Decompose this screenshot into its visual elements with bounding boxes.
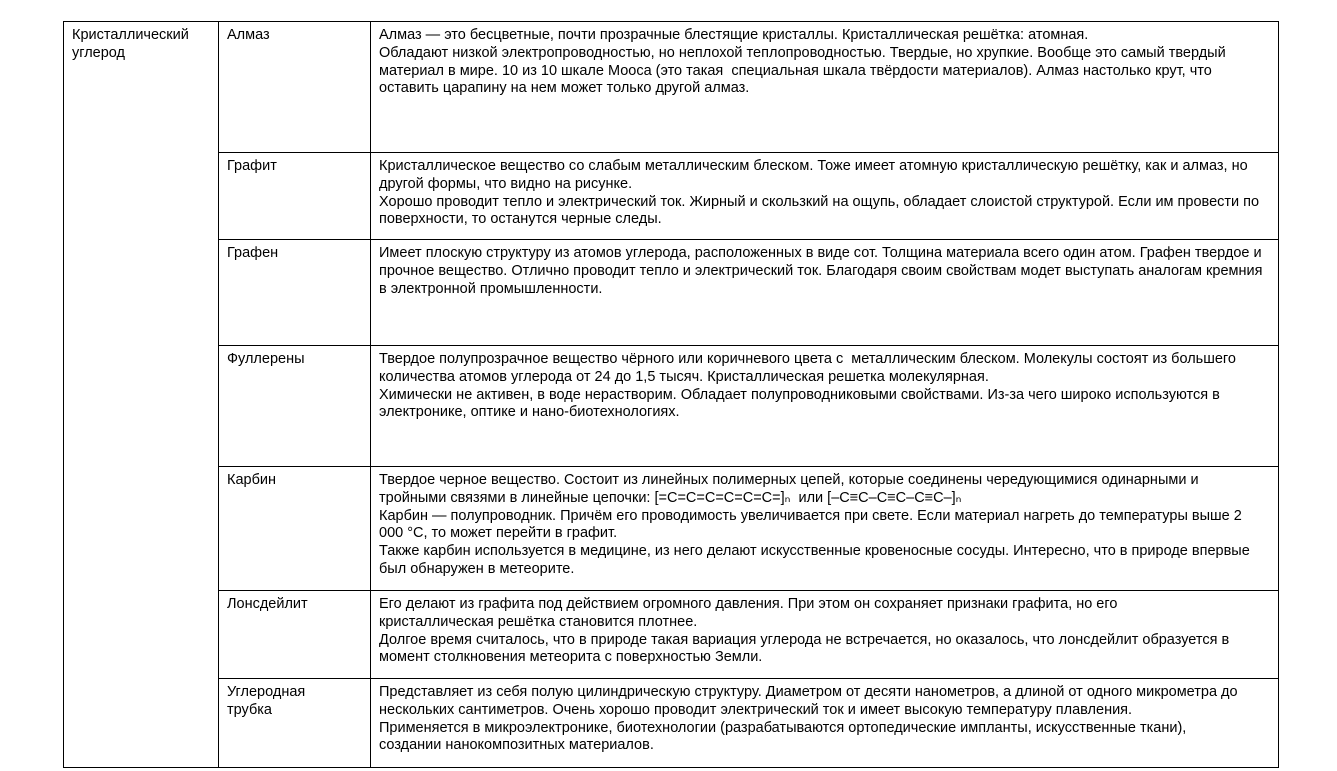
table-row-carbyne: Карбин Твердое черное вещество. Состоит … bbox=[64, 466, 1279, 591]
table-row-graphite: Графит Кристаллическое вещество со слабы… bbox=[64, 152, 1279, 240]
allotrope-name-lonsdaleite: Лонсдейлит bbox=[218, 590, 371, 679]
table-row-carbon-tube: Углеродная трубка Представляет из себя п… bbox=[64, 678, 1279, 768]
allotrope-name-graphene: Графен bbox=[218, 239, 371, 346]
table-row-diamond: Кристаллический углерод Алмаз Алмаз — эт… bbox=[63, 21, 1279, 768]
allotrope-name-graphite: Графит bbox=[218, 152, 371, 240]
allotrope-description-carbon-tube: Представляет из себя полую цилиндрическу… bbox=[370, 678, 1279, 768]
allotrope-name-carbyne: Карбин bbox=[218, 466, 371, 591]
table-row-graphene: Графен Имеет плоскую структуру из атомов… bbox=[64, 239, 1279, 346]
allotrope-description-fullerenes: Твердое полупрозрачное вещество чёрного … bbox=[370, 345, 1279, 467]
allotrope-name-diamond: Алмаз bbox=[218, 21, 371, 153]
carbon-allotropes-table: Кристаллический углерод Алмаз Алмаз — эт… bbox=[63, 21, 1279, 768]
allotrope-description-graphite: Кристаллическое вещество со слабым метал… bbox=[370, 152, 1279, 240]
category-cell: Кристаллический углерод bbox=[63, 21, 219, 768]
allotrope-description-carbyne: Твердое черное вещество. Состоит из лине… bbox=[370, 466, 1279, 591]
allotrope-name-fullerenes: Фуллерены bbox=[218, 345, 371, 467]
allotrope-description-graphene: Имеет плоскую структуру из атомов углеро… bbox=[370, 239, 1279, 346]
allotrope-name-carbon-tube: Углеродная трубка bbox=[218, 678, 371, 768]
table-row-lonsdaleite: Лонсдейлит Его делают из графита под дей… bbox=[64, 590, 1279, 679]
allotrope-description-diamond: Алмаз — это бесцветные, почти прозрачные… bbox=[370, 21, 1279, 153]
table-row-fullerenes: Фуллерены Твердое полупрозрачное веществ… bbox=[64, 345, 1279, 467]
allotrope-description-lonsdaleite: Его делают из графита под действием огро… bbox=[370, 590, 1279, 679]
